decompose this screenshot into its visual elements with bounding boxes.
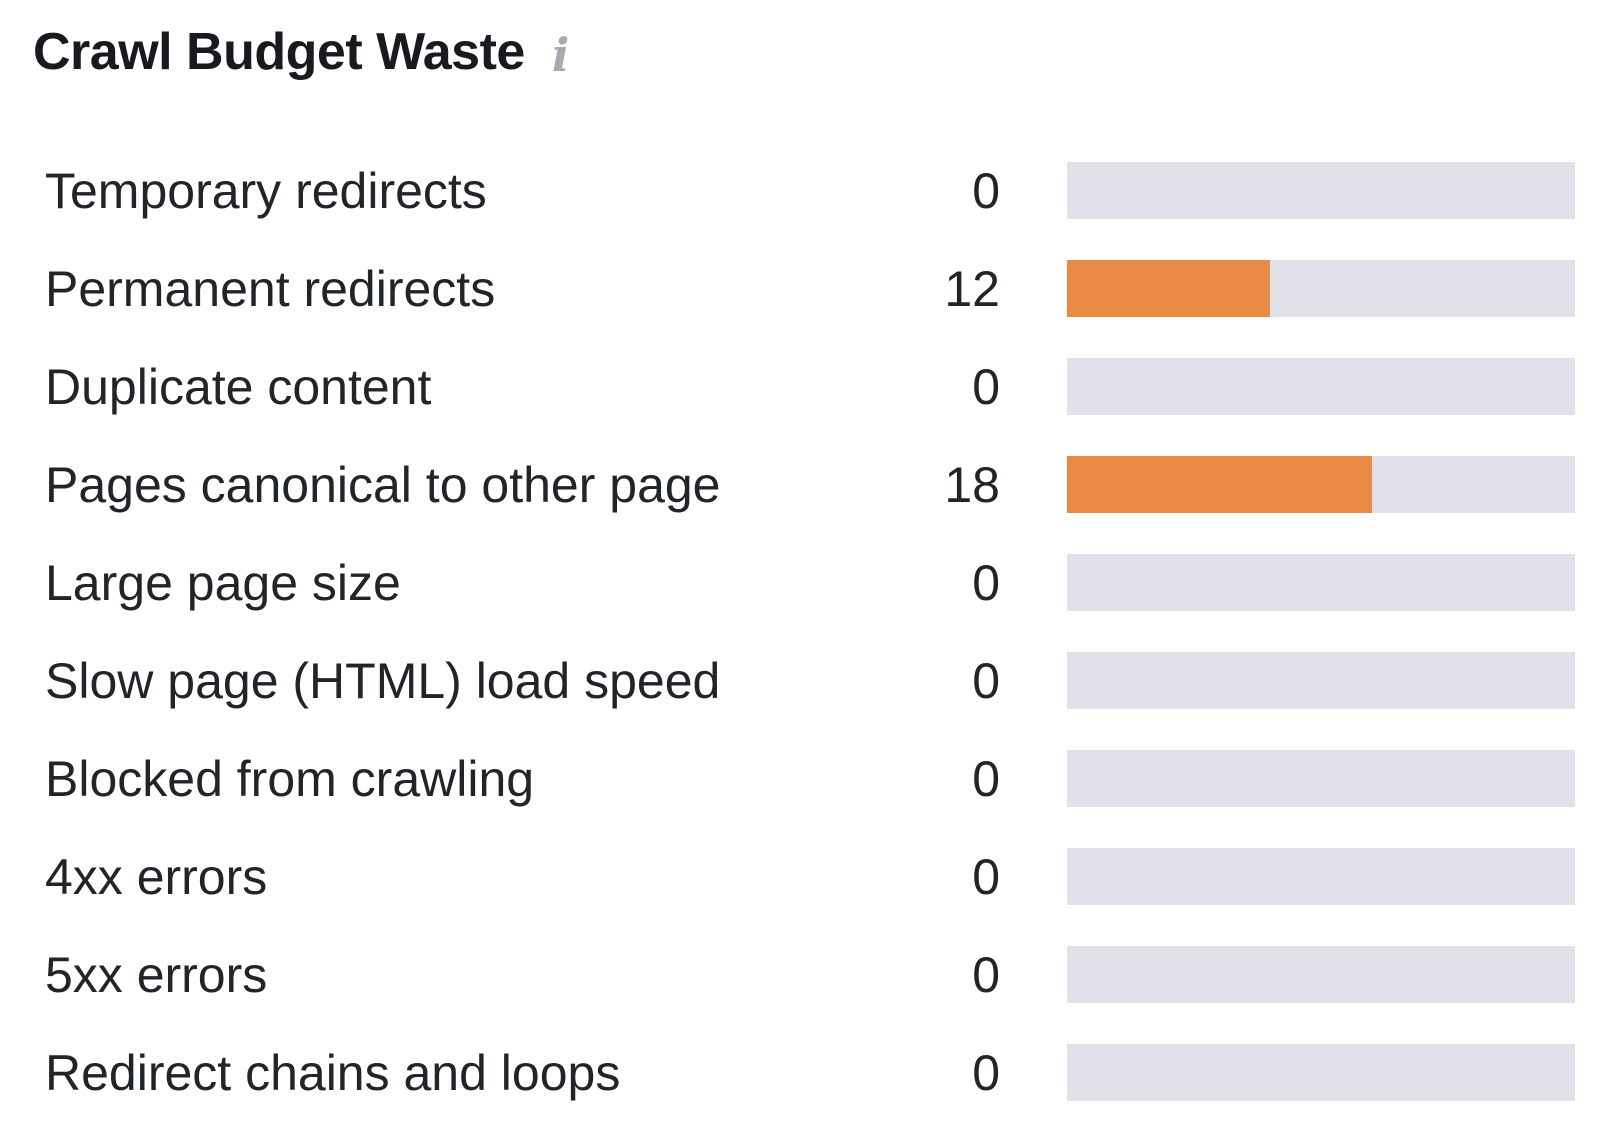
metric-value: 0 bbox=[972, 1044, 1000, 1101]
metric-label[interactable]: Duplicate content bbox=[45, 358, 432, 415]
info-icon[interactable]: i bbox=[551, 28, 570, 82]
metric-rows: Temporary redirects 0 Permanent redirect… bbox=[45, 162, 1575, 1102]
metric-bar-track bbox=[1067, 750, 1575, 808]
metric-bar-fill bbox=[1067, 456, 1372, 514]
metric-bar-fill bbox=[1067, 260, 1271, 318]
metric-label[interactable]: Blocked from crawling bbox=[45, 750, 535, 807]
metric-value: 0 bbox=[972, 848, 1000, 905]
metric-bar-track bbox=[1067, 260, 1575, 318]
metric-value: 12 bbox=[944, 260, 1000, 317]
metric-value: 0 bbox=[972, 554, 1000, 611]
metric-bar-track bbox=[1067, 358, 1575, 416]
metric-row: Blocked from crawling 0 bbox=[45, 750, 1575, 808]
crawl-budget-waste-widget: Crawl Budget Waste i Temporary redirects… bbox=[33, 22, 1575, 1102]
metric-value: 0 bbox=[972, 162, 1000, 219]
metric-row: Duplicate content 0 bbox=[45, 358, 1575, 416]
metric-label[interactable]: Redirect chains and loops bbox=[45, 1044, 621, 1101]
metric-label[interactable]: Slow page (HTML) load speed bbox=[45, 652, 721, 709]
metric-row: Large page size 0 bbox=[45, 554, 1575, 612]
widget-header: Crawl Budget Waste i bbox=[33, 22, 1575, 82]
metric-row: Temporary redirects 0 bbox=[45, 162, 1575, 220]
metric-label[interactable]: Temporary redirects bbox=[45, 162, 487, 219]
metric-row: Pages canonical to other page 18 bbox=[45, 456, 1575, 514]
metric-bar-track bbox=[1067, 554, 1575, 612]
metric-row: Permanent redirects 12 bbox=[45, 260, 1575, 318]
metric-bar-track bbox=[1067, 162, 1575, 220]
metric-label[interactable]: Large page size bbox=[45, 554, 401, 611]
metric-row: 4xx errors 0 bbox=[45, 848, 1575, 906]
metric-bar-track bbox=[1067, 1044, 1575, 1102]
widget-title: Crawl Budget Waste bbox=[33, 23, 525, 81]
metric-row: Redirect chains and loops 0 bbox=[45, 1044, 1575, 1102]
metric-value: 0 bbox=[972, 946, 1000, 1003]
metric-value: 0 bbox=[972, 652, 1000, 709]
metric-bar-track bbox=[1067, 946, 1575, 1004]
metric-row: Slow page (HTML) load speed 0 bbox=[45, 652, 1575, 710]
metric-value: 0 bbox=[972, 750, 1000, 807]
metric-label[interactable]: Pages canonical to other page bbox=[45, 456, 721, 513]
metric-bar-track bbox=[1067, 848, 1575, 906]
metric-label[interactable]: Permanent redirects bbox=[45, 260, 496, 317]
metric-label[interactable]: 4xx errors bbox=[45, 848, 268, 905]
metric-value: 18 bbox=[944, 456, 1000, 513]
metric-bar-track bbox=[1067, 456, 1575, 514]
metric-value: 0 bbox=[972, 358, 1000, 415]
metric-bar-track bbox=[1067, 652, 1575, 710]
metric-label[interactable]: 5xx errors bbox=[45, 946, 268, 1003]
metric-row: 5xx errors 0 bbox=[45, 946, 1575, 1004]
